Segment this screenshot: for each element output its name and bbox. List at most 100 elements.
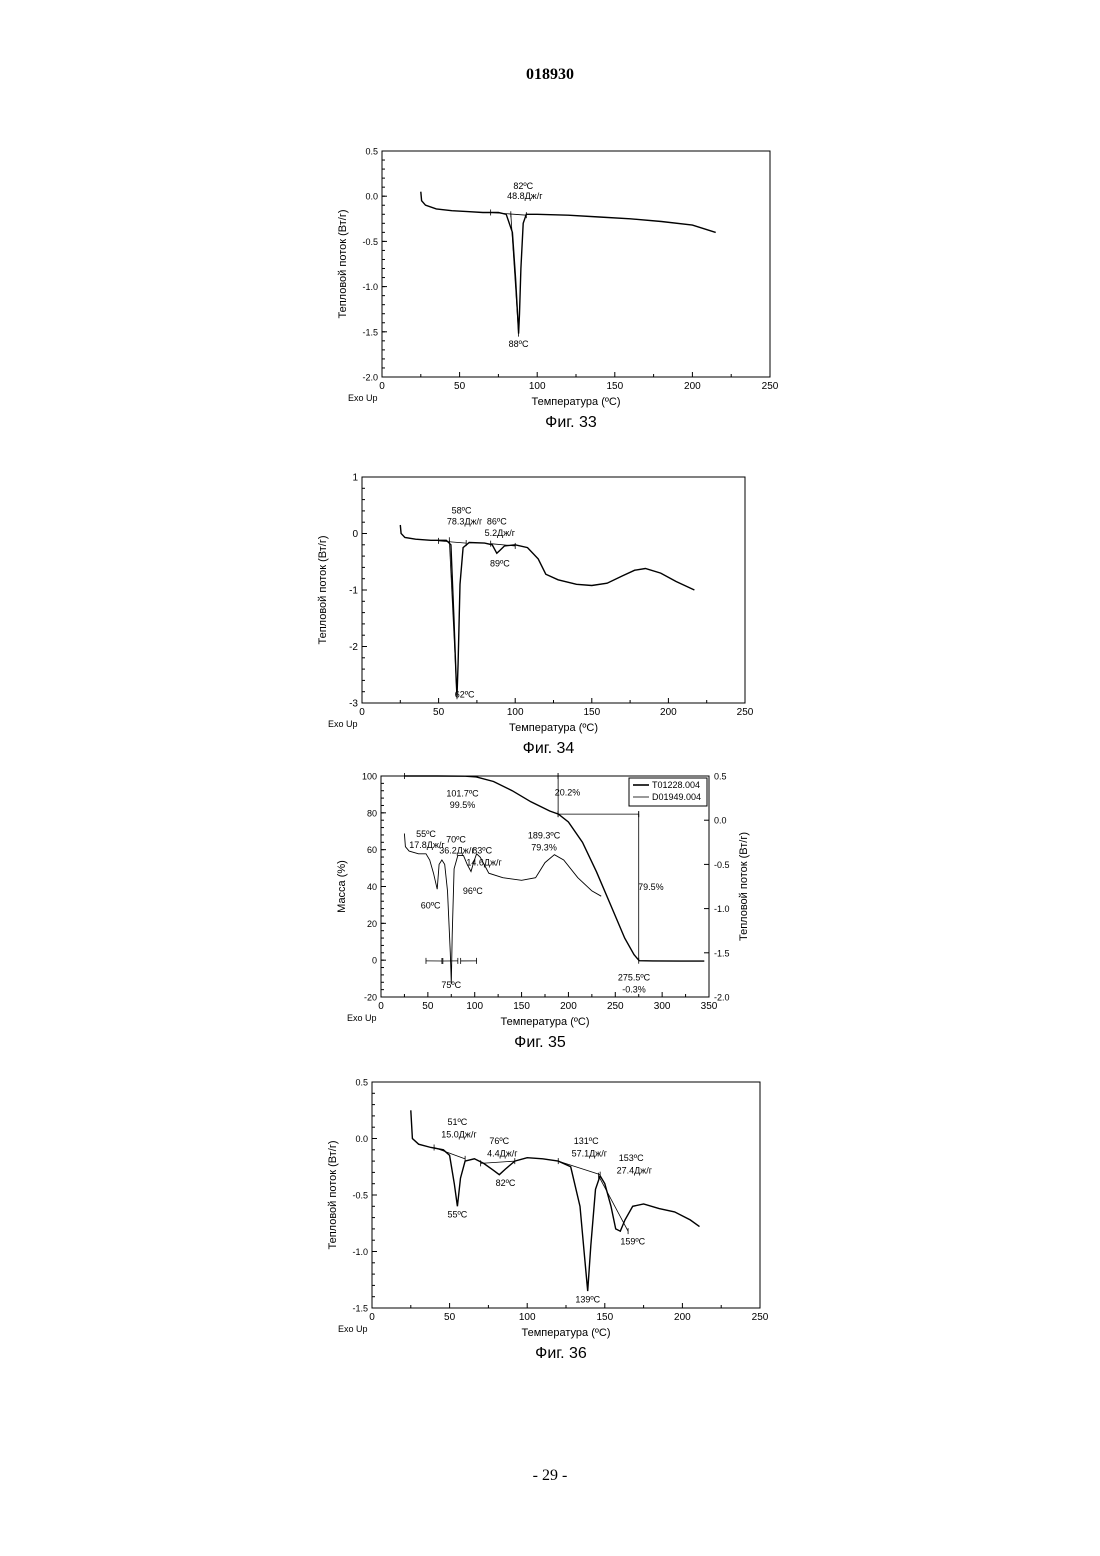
annotation-label: 5.2Дж/г [485, 528, 516, 538]
y-tick-label: 100 [362, 772, 377, 782]
plot-frame [372, 1082, 760, 1308]
annotation-label: 57.1Дж/г [572, 1149, 608, 1159]
x-tick-label: 50 [444, 1312, 456, 1323]
annotation-label: 58ºC [452, 506, 472, 516]
x-axis-label: Температура (ºC) [501, 1016, 590, 1028]
x-tick-label: 150 [583, 707, 600, 718]
y-tick-label: -1.5 [362, 327, 378, 337]
plot-frame [382, 151, 770, 377]
exo-up-label: Exo Up [328, 719, 358, 729]
x-tick-label: 200 [674, 1312, 691, 1323]
figure-35: 050100150200250300350-20020406080100-2.0… [0, 760, 1100, 1050]
y-axis-label: Масса (%) [336, 860, 348, 913]
x-tick-label: 100 [519, 1312, 536, 1323]
plot-frame [362, 477, 745, 703]
y2-tick-label: 0.0 [714, 816, 727, 826]
annotation-label: 75ºC [441, 980, 461, 990]
y-tick-label: 0.0 [355, 1134, 368, 1144]
figure-caption: Фиг. 35 [514, 1034, 566, 1051]
x-tick-label: 250 [737, 707, 754, 718]
baseline [439, 541, 467, 543]
y-tick-label: 1 [352, 473, 358, 484]
y-tick-label: 0 [372, 956, 377, 966]
annotation-label: 15.0Дж/г [441, 1129, 477, 1139]
exo-up-label: Exo Up [348, 393, 378, 403]
y-tick-label: -1.0 [352, 1247, 368, 1257]
annotation-label: 55ºC [416, 829, 436, 839]
figure-caption: Фиг. 36 [535, 1345, 587, 1362]
annotation-label: 27.4Дж/г [617, 1166, 653, 1176]
y-tick-label: -3 [349, 699, 358, 710]
y-tick-label: -20 [364, 993, 377, 1003]
x-tick-label: 0 [359, 707, 365, 718]
annotation-label: 79.5% [638, 882, 664, 892]
legend-label: D01949.004 [652, 792, 701, 802]
series-line [421, 192, 716, 334]
annotation-label: 86ºC [487, 516, 507, 526]
annotation-label: 139ºC [575, 1294, 600, 1304]
baseline [558, 1161, 600, 1175]
page-header-number: 018930 [0, 66, 1100, 84]
annotation-label: 131ºC [574, 1136, 599, 1146]
x-tick-label: 0 [378, 1001, 384, 1012]
figure-36: 050100150200250-1.5-1.0-0.50.00.5Темпера… [0, 1075, 1100, 1365]
annotation-label: 159ºC [620, 1237, 645, 1247]
x-tick-label: 200 [560, 1001, 577, 1012]
annotation-label: 189.3ºC [528, 831, 561, 841]
x-tick-label: 350 [701, 1001, 718, 1012]
annotation-label: 36.2Дж/г [439, 845, 475, 855]
annotation-label: 51ºC [447, 1117, 467, 1127]
x-tick-label: 50 [454, 381, 466, 392]
y2-tick-label: 0.5 [714, 772, 727, 782]
x-tick-label: 250 [762, 381, 779, 392]
x-tick-label: 0 [369, 1312, 375, 1323]
y2-tick-label: -2.0 [714, 993, 730, 1003]
x-tick-label: 150 [596, 1312, 613, 1323]
y-tick-label: -1.5 [352, 1304, 368, 1314]
exo-up-label: Exo Up [338, 1324, 368, 1334]
annotation-label: 70ºC [446, 834, 466, 844]
y-axis-label: Тепловой поток (Вт/г) [327, 1140, 339, 1249]
exo-up-label: Exo Up [347, 1013, 377, 1023]
y2-tick-label: -1.0 [714, 904, 730, 914]
annotation-label: 89ºC [490, 558, 510, 568]
figure-34: 050100150200250-3-2-101Температура (ºC)Т… [0, 470, 1100, 760]
y-tick-label: 0.0 [365, 192, 378, 202]
x-tick-label: 150 [513, 1001, 530, 1012]
series-line [400, 525, 694, 696]
x-tick-label: 50 [422, 1001, 434, 1012]
annotation-label: 4.4Дж/г [487, 1149, 518, 1159]
baseline [481, 1161, 515, 1163]
y-axis-label: Тепловой поток (Вт/г) [337, 209, 349, 318]
annotation-label: 99.5% [450, 800, 476, 810]
annotation-label: 82ºC [496, 1178, 516, 1188]
annotation-label: 48.8Дж/г [507, 191, 543, 201]
y-axis-label: Тепловой поток (Вт/г) [317, 535, 329, 644]
x-tick-label: 300 [654, 1001, 671, 1012]
annotation-label: 96ºC [463, 886, 483, 896]
x-tick-label: 100 [529, 381, 546, 392]
legend-label: T01228.004 [652, 780, 700, 790]
annotation-label: -0.3% [622, 984, 646, 994]
y-tick-label: 20 [367, 919, 377, 929]
y2-tick-label: -1.5 [714, 948, 730, 958]
x-tick-label: 100 [507, 707, 524, 718]
annotation-label: 60ºC [421, 901, 441, 911]
y-tick-label: -1 [349, 586, 358, 597]
annotation-label: 20.2% [555, 787, 581, 797]
annotation-label: 82ºC [513, 181, 533, 191]
annotation-label: 78.3Дж/г [447, 516, 483, 526]
annotation-label: 83ºC [472, 845, 492, 855]
annotation-label: 88ºC [509, 339, 529, 349]
y-tick-label: -0.5 [352, 1191, 368, 1201]
y-tick-label: 0.5 [355, 1078, 368, 1088]
annotation-label: 76ºC [489, 1136, 509, 1146]
y-tick-label: 80 [367, 808, 377, 818]
figure-33: 050100150200250-2.0-1.5-1.0-0.50.00.5Тем… [0, 145, 1100, 435]
y-tick-label: -1.0 [362, 282, 378, 292]
annotation-label: 101.7ºC [446, 788, 479, 798]
annotation-label: 79.3% [531, 843, 557, 853]
figure-caption: Фиг. 33 [545, 414, 597, 431]
annotation-label: 153ºC [619, 1153, 644, 1163]
x-tick-label: 200 [660, 707, 677, 718]
